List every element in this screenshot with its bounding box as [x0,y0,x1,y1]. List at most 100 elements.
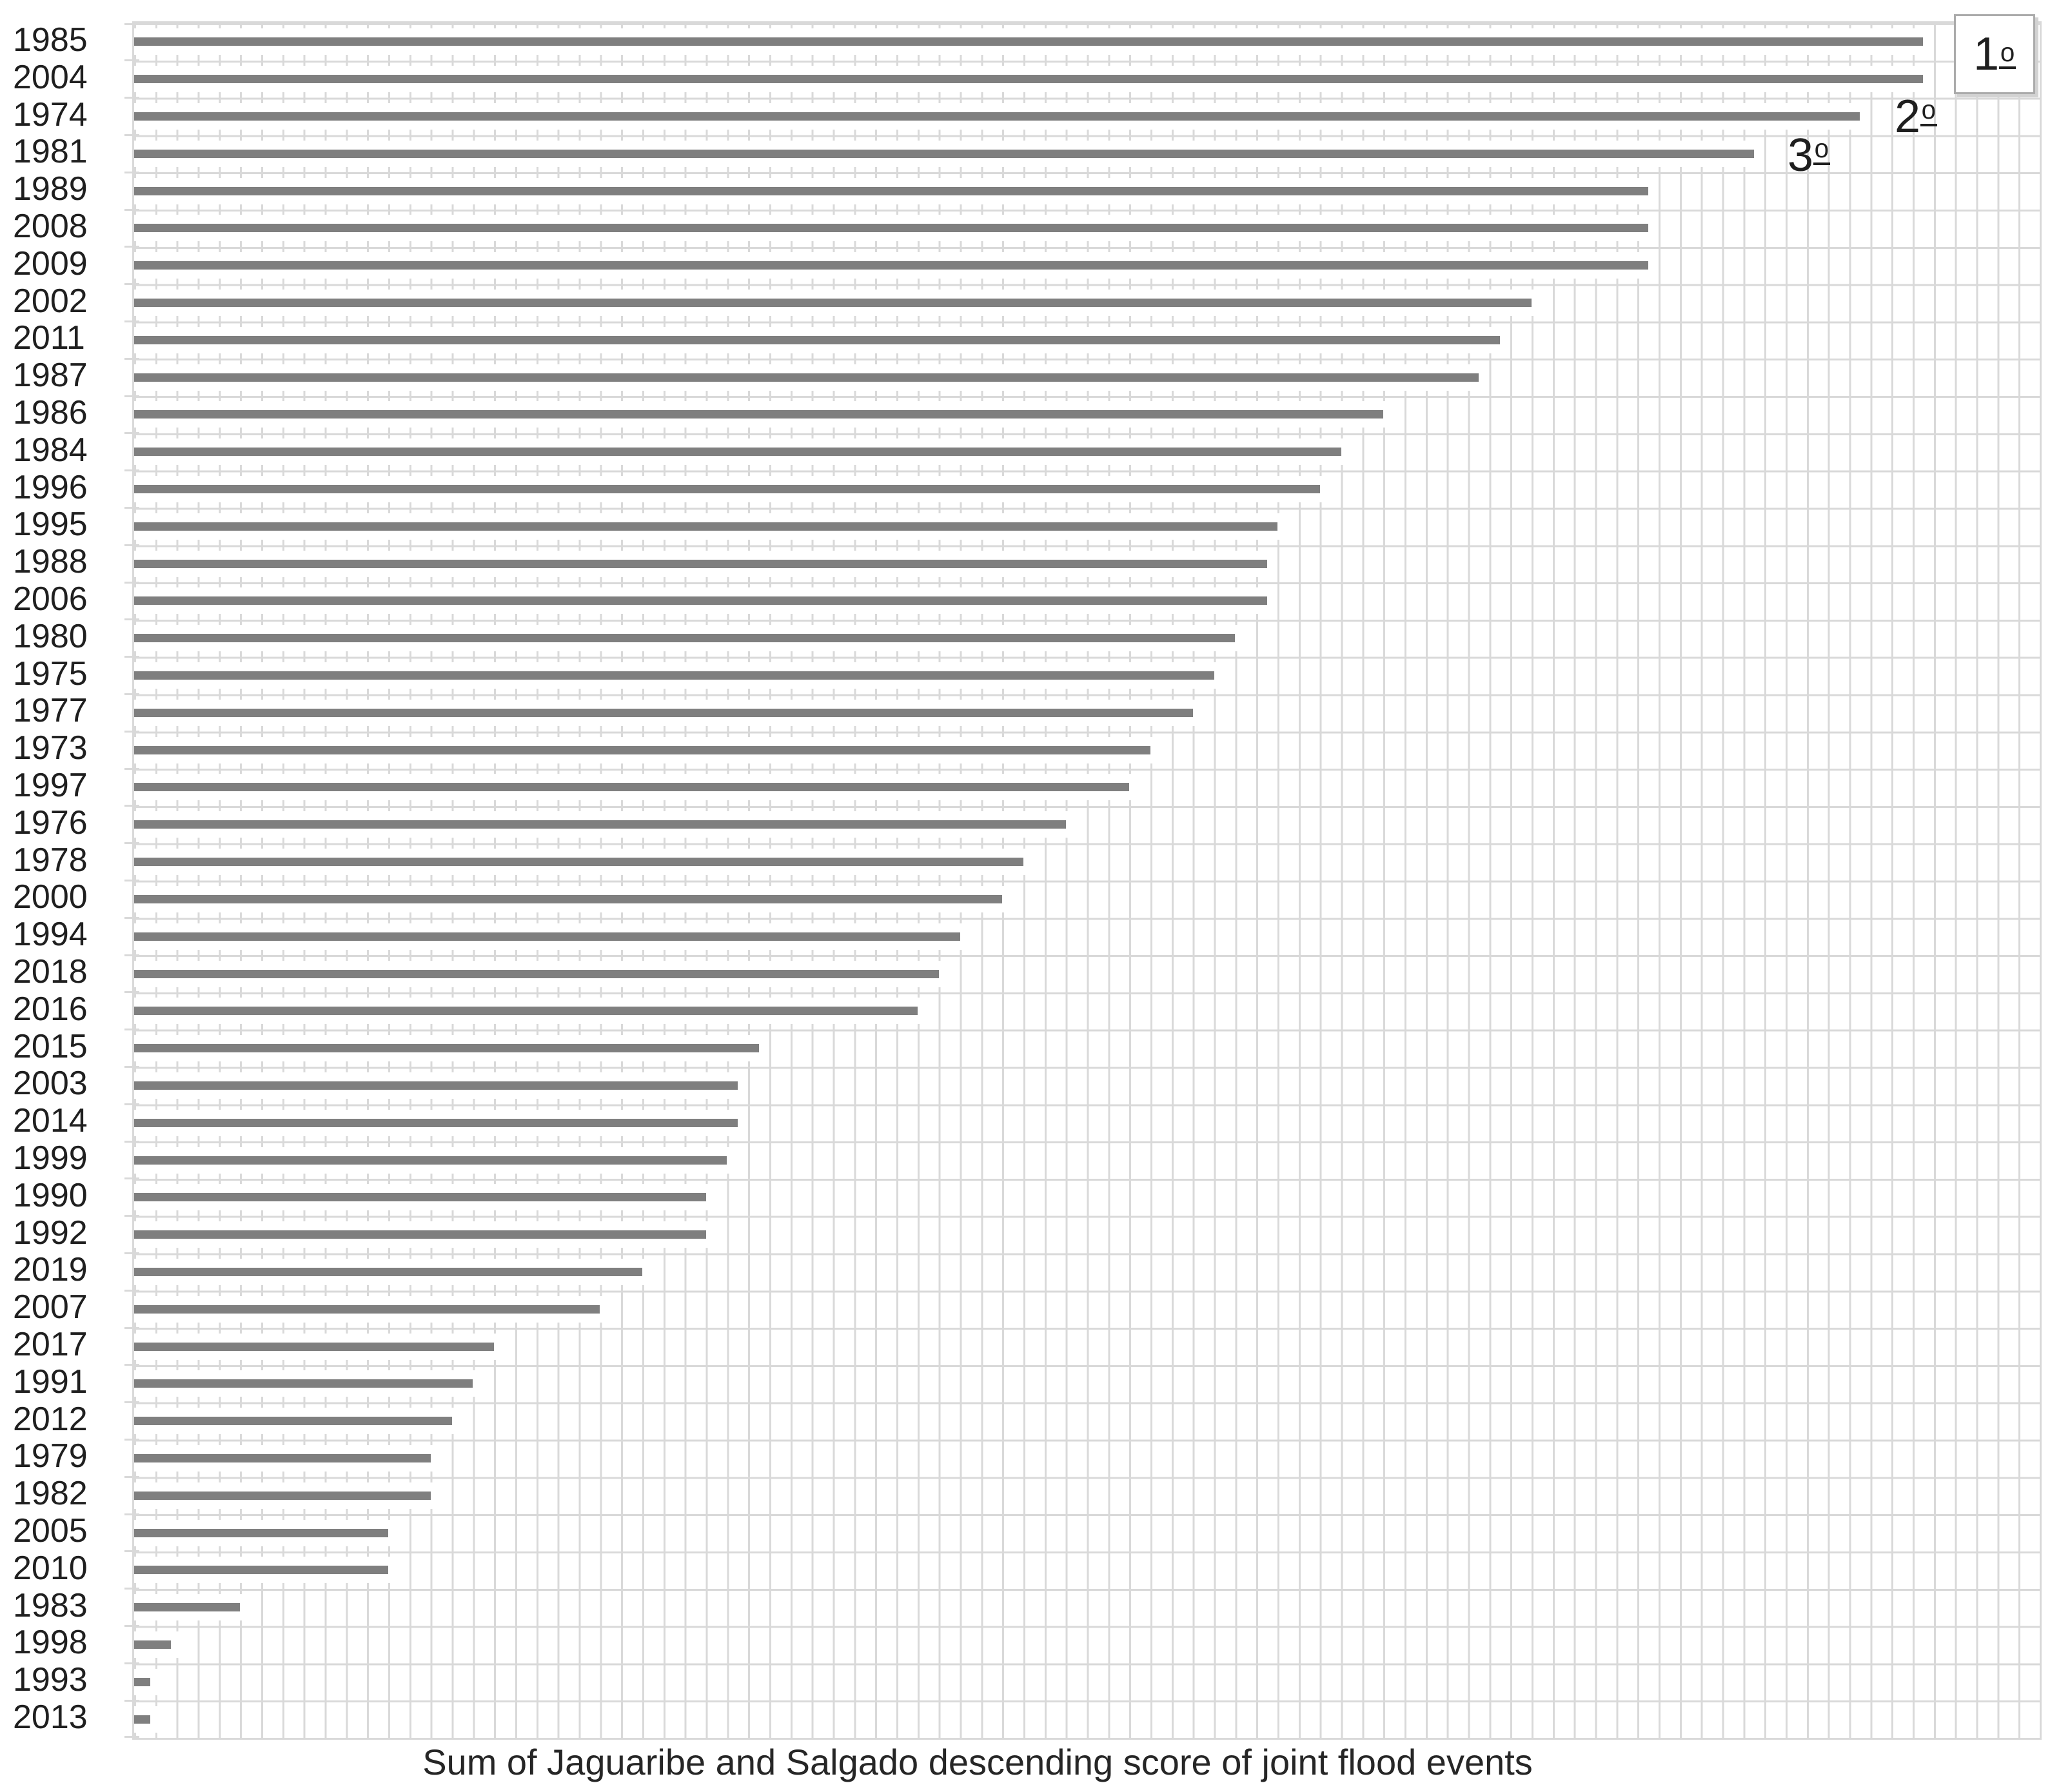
category-axis-tick [124,1699,139,1702]
bar-outline-2016 [134,998,925,1025]
category-axis-tick [124,954,139,956]
bar-2000 [134,894,1003,903]
category-label-2002: 2002 [13,282,88,320]
rank-number: 3 [1788,130,1814,181]
category-axis-tick [124,1364,139,1366]
category-label-2016: 2016 [13,990,88,1028]
bar-1979 [134,1453,431,1462]
category-axis-tick [124,23,139,25]
bar-2002 [134,299,1532,308]
category-axis-tick [124,1662,139,1664]
bar-2009 [134,261,1648,270]
bar-1982 [134,1491,431,1500]
category-axis-tick [124,693,139,695]
category-axis-tick [124,767,139,770]
category-axis-tick [124,730,139,733]
category-label-2015: 2015 [13,1027,88,1065]
bar-outline-1989 [134,177,1656,204]
bar-2014 [134,1118,738,1127]
category-label-2005: 2005 [13,1512,88,1550]
bar-1978 [134,858,1023,867]
bar-outline-1998 [134,1631,179,1658]
bar-2018 [134,969,939,978]
category-label-1989: 1989 [13,170,88,208]
bar-outline-2002 [134,290,1539,317]
category-axis-tick [124,1550,139,1553]
category-label-2017: 2017 [13,1326,88,1364]
category-label-2009: 2009 [13,244,88,282]
bar-outline-2019 [134,1258,650,1285]
category-axis-tick [124,880,139,881]
category-label-1978: 1978 [13,841,88,879]
category-label-1995: 1995 [13,506,88,544]
category-axis-tick [124,506,139,509]
rank-2-annotation: 2o [1895,90,1937,144]
category-axis-tick [124,1475,139,1478]
category-axis-tick [124,1289,139,1292]
bar-1977 [134,708,1193,717]
bar-2013 [134,1715,150,1724]
bar-2008 [134,224,1648,233]
category-label-2012: 2012 [13,1400,88,1438]
bar-outline-2018 [134,960,947,987]
category-axis-tick [124,133,139,136]
category-axis-tick [124,1252,139,1255]
category-label-2010: 2010 [13,1549,88,1587]
category-label-2013: 2013 [13,1698,88,1737]
category-label-2006: 2006 [13,580,88,618]
category-label-2000: 2000 [13,878,88,916]
category-label-2007: 2007 [13,1288,88,1326]
category-axis-tick [124,618,139,621]
bar-2012 [134,1417,452,1426]
bar-outline-2004 [134,66,1931,93]
category-axis-tick [124,59,139,62]
bar-outline-1973 [134,736,1158,763]
category-label-1987: 1987 [13,357,88,395]
bar-2019 [134,1267,642,1276]
bar-outline-1984 [134,438,1349,466]
category-label-1988: 1988 [13,543,88,581]
bar-outline-2009 [134,252,1656,279]
category-label-2011: 2011 [13,319,85,357]
bar-outline-1990 [134,1184,714,1211]
ordinal-indicator: o [1920,97,1937,126]
bar-outline-1988 [134,550,1275,577]
category-axis-tick [124,1625,139,1628]
bar-outline-1999 [134,1147,735,1174]
rank-3-annotation: 3o [1788,129,1830,182]
bar-outline-1994 [134,923,968,950]
bar-1999 [134,1156,727,1165]
bar-1990 [134,1193,706,1202]
category-label-1998: 1998 [13,1624,88,1662]
bar-1981 [134,149,1754,158]
category-axis-tick [124,1103,139,1105]
category-label-1982: 1982 [13,1475,88,1513]
category-label-1977: 1977 [13,692,88,730]
bar-outline-2003 [134,1072,745,1099]
bar-2006 [134,596,1267,606]
bar-outline-2008 [134,215,1656,242]
category-label-2019: 2019 [13,1251,88,1289]
category-axis-tick [124,246,139,248]
bar-1996 [134,485,1320,494]
category-label-2003: 2003 [13,1065,88,1103]
bar-1995 [134,522,1277,531]
category-axis-tick [124,1401,139,1404]
bar-outline-1992 [134,1221,714,1248]
bar-outline-2005 [134,1519,396,1546]
bar-outline-1981 [134,140,1762,167]
bar-1973 [134,745,1150,754]
category-axis-tick [124,357,139,360]
bar-2011 [134,335,1500,344]
category-label-1974: 1974 [13,95,88,133]
category-label-1980: 1980 [13,617,88,655]
category-axis-tick [124,1177,139,1180]
rank-number: 2 [1895,91,1921,143]
plot-area [124,21,2042,1740]
category-axis-tick [124,544,139,546]
bar-1983 [134,1603,241,1612]
bar-outline-1979 [134,1444,439,1472]
bar-outline-1982 [134,1482,439,1509]
category-label-1990: 1990 [13,1176,88,1214]
